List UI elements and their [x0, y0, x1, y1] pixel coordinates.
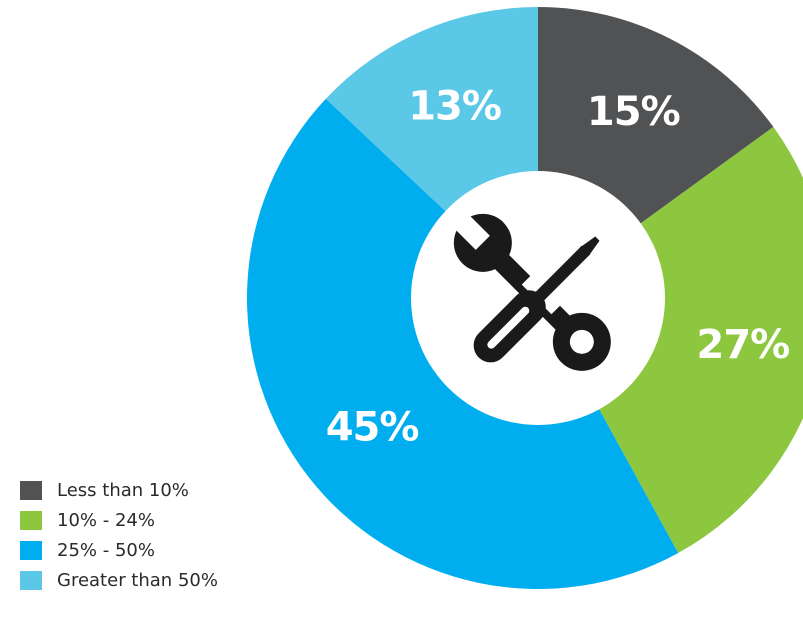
legend-swatch [20, 511, 42, 530]
legend-item-greater-than-50: Greater than 50% [20, 570, 218, 591]
slice-label-25-to-50: 45% [326, 405, 419, 451]
legend-item-less-than-10: Less than 10% [20, 480, 218, 501]
slice-labels: 15% 27% 45% 13% [326, 83, 791, 451]
legend-swatch [20, 541, 42, 560]
wrench-screwdriver-icon [447, 207, 611, 371]
slice-label-less-than-10: 15% [587, 89, 680, 135]
chart-legend: Less than 10% 10% - 24% 25% - 50% Greater t… [20, 480, 218, 601]
legend-label: Less than 10% [57, 480, 189, 501]
legend-item-25-to-50: 25% - 50% [20, 540, 218, 561]
legend-item-10-to-24: 10% - 24% [20, 510, 218, 531]
legend-label: Greater than 50% [57, 570, 218, 591]
legend-label: 10% - 24% [57, 510, 155, 531]
slice-10-to-24 [538, 126, 803, 554]
slice-label-greater-than-50: 13% [408, 83, 501, 129]
legend-swatch [20, 571, 42, 590]
legend-label: 25% - 50% [57, 540, 155, 561]
slice-label-10-to-24: 27% [697, 322, 790, 368]
legend-swatch [20, 481, 42, 500]
